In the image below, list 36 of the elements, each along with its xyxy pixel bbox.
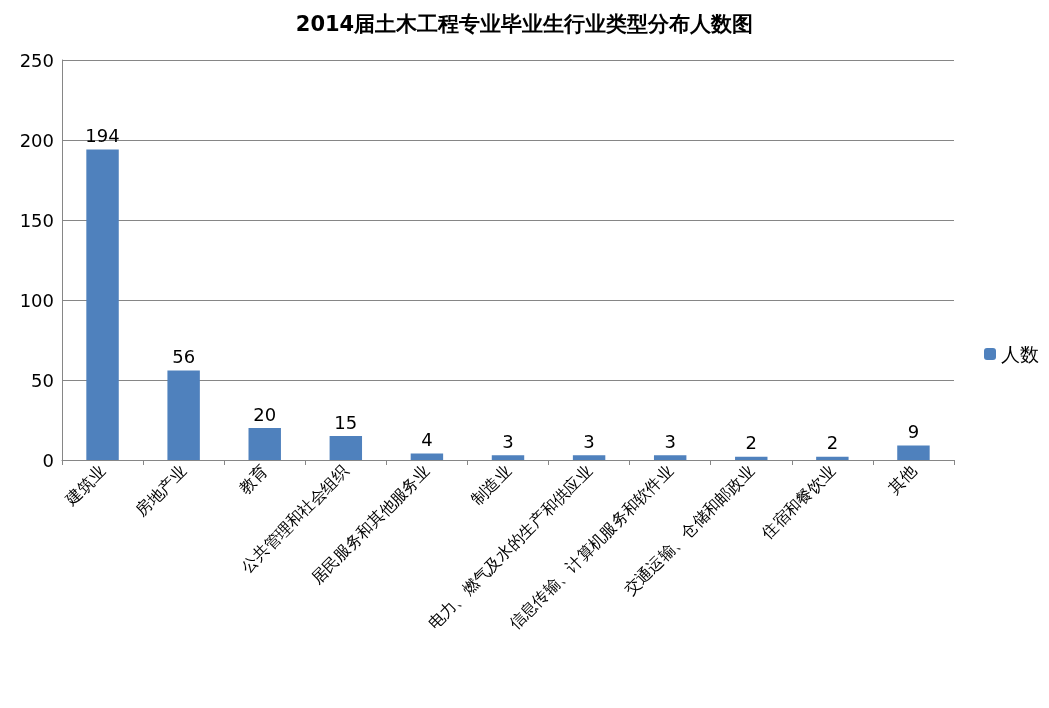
y-tick-label: 50 bbox=[31, 369, 54, 391]
data-label: 15 bbox=[334, 411, 358, 433]
y-tick-label: 100 bbox=[19, 289, 54, 311]
bar bbox=[248, 428, 281, 460]
y-tick-label: 150 bbox=[19, 209, 54, 231]
data-label: 2 bbox=[745, 432, 757, 454]
legend-label: 人数 bbox=[1001, 343, 1039, 365]
x-tick-label: 其他 bbox=[884, 461, 921, 498]
bar bbox=[86, 149, 119, 460]
bar bbox=[410, 453, 444, 460]
x-tick-label: 教育 bbox=[235, 461, 272, 498]
data-label: 3 bbox=[502, 430, 514, 452]
bar bbox=[897, 445, 930, 460]
bar bbox=[653, 455, 687, 460]
bar bbox=[329, 436, 363, 460]
data-label: 194 bbox=[85, 125, 120, 147]
data-label: 4 bbox=[421, 429, 433, 451]
y-tick-label: 250 bbox=[19, 49, 54, 71]
bar bbox=[816, 456, 849, 460]
bar bbox=[572, 455, 606, 460]
bar bbox=[491, 455, 525, 460]
x-tick-label: 住宿和餐饮业 bbox=[757, 461, 840, 544]
y-tick-label: 0 bbox=[42, 449, 54, 471]
y-tick-label: 200 bbox=[19, 129, 54, 151]
data-label: 56 bbox=[172, 345, 196, 367]
data-label: 2 bbox=[826, 432, 839, 454]
x-tick-label: 房地产业 bbox=[131, 461, 191, 520]
x-tick-label: 建筑业 bbox=[61, 461, 110, 510]
bar bbox=[167, 370, 200, 460]
data-label: 3 bbox=[583, 430, 595, 452]
data-label: 9 bbox=[907, 421, 920, 443]
data-label: 20 bbox=[253, 403, 277, 425]
data-label: 3 bbox=[664, 430, 676, 452]
chart-title: 2014届土木工程专业毕业生行业类型分布人数图 bbox=[295, 11, 754, 36]
bar bbox=[735, 456, 768, 460]
x-tick-label: 制造业 bbox=[467, 461, 515, 509]
